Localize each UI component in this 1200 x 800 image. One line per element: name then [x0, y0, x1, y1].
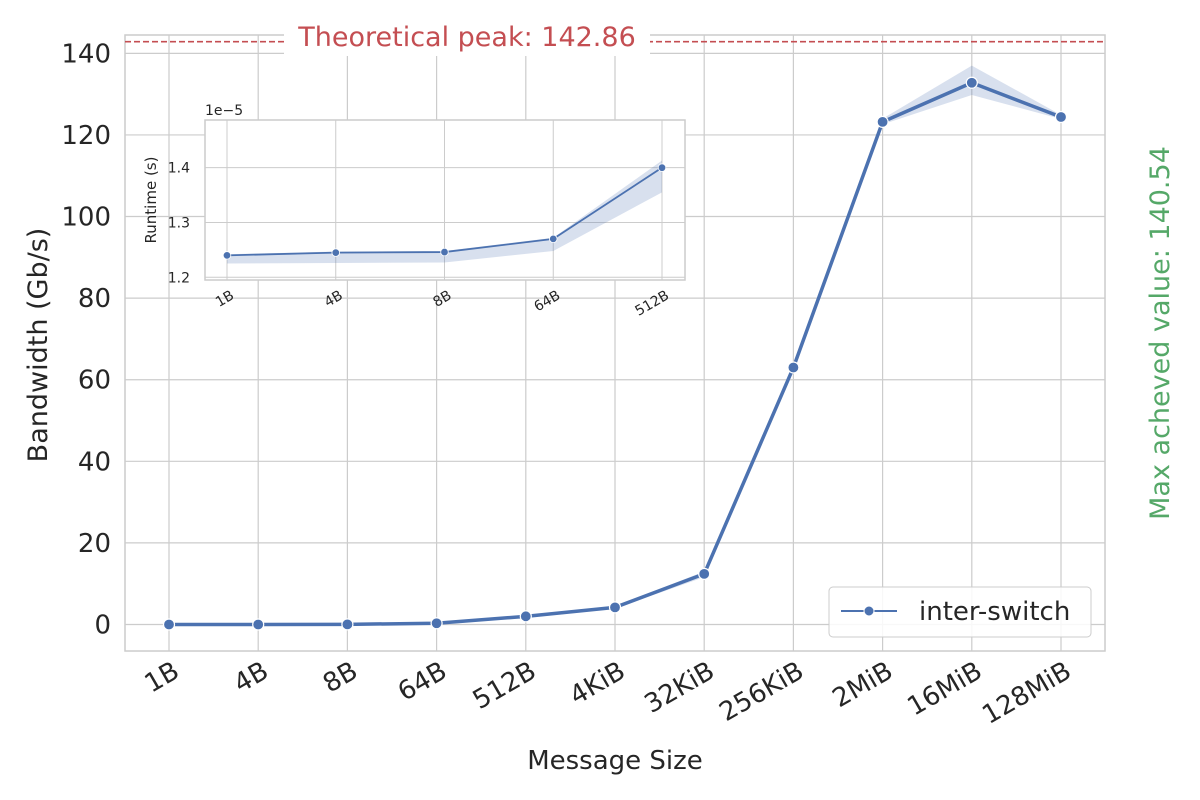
main-series-markers	[162, 76, 1068, 631]
inset-data-point	[440, 247, 449, 257]
inset-y-tick-label: 1.4	[168, 161, 190, 177]
inset-data-point	[331, 248, 340, 257]
main-y-tick-label: 0	[94, 610, 111, 640]
x-axis-label: Message Size	[527, 746, 703, 776]
inset-scale-label: 1e−5	[205, 103, 243, 119]
main-data-point	[341, 618, 354, 631]
inset-y-tick-label: 1.3	[168, 215, 190, 231]
main-y-tick-label: 140	[61, 39, 111, 69]
inset-chart: 1B 4B 8B 64B 512B 1.21.31.4 1e−5 Runtime (s)	[142, 103, 686, 320]
reference-label: Theoretical peak: 142.86	[297, 22, 636, 53]
main-data-point	[162, 618, 176, 631]
main-data-point	[430, 617, 443, 630]
legend-box	[828, 586, 1092, 638]
main-y-tick-label: 120	[61, 121, 111, 151]
inset-y-axis-label: Runtime (s)	[142, 157, 160, 244]
reference-line: Theoretical peak: 142.86	[125, 22, 1105, 56]
inset-y-tick-label: 1.2	[168, 270, 190, 286]
main-y-tick-label: 20	[78, 529, 111, 559]
y-axis-label: Bandwidth (Gb/s)	[23, 228, 54, 463]
legend-marker-swatch	[863, 605, 875, 617]
inset-series-markers	[222, 163, 667, 260]
main-data-point	[965, 76, 978, 89]
main-data-point	[787, 361, 800, 374]
main-y-tick-label: 80	[78, 284, 111, 314]
main-data-point	[608, 601, 622, 614]
legend: inter-switch	[828, 586, 1092, 638]
inset-data-point	[222, 251, 232, 260]
main-y-tick-label: 60	[78, 366, 111, 396]
main-data-point	[252, 618, 265, 631]
main-data-point	[698, 567, 711, 580]
main-data-point	[1054, 110, 1068, 124]
inset-data-point	[549, 234, 558, 244]
inset-data-point	[657, 163, 667, 172]
main-y-tick-labels: 0 20 40 60 80 100 120 140	[61, 39, 111, 640]
max-achieved-annotation: Max acheved value: 140.54	[1145, 146, 1176, 520]
reference-label-background	[284, 22, 650, 56]
main-data-point	[876, 115, 889, 128]
inset-y-tick-labels: 1.2 1.3 1.4	[168, 161, 190, 287]
main-y-tick-label: 100	[61, 203, 111, 233]
legend-label-inter-switch: inter-switch	[919, 597, 1070, 627]
main-data-point	[519, 610, 532, 623]
main-y-tick-label: 40	[78, 447, 111, 477]
